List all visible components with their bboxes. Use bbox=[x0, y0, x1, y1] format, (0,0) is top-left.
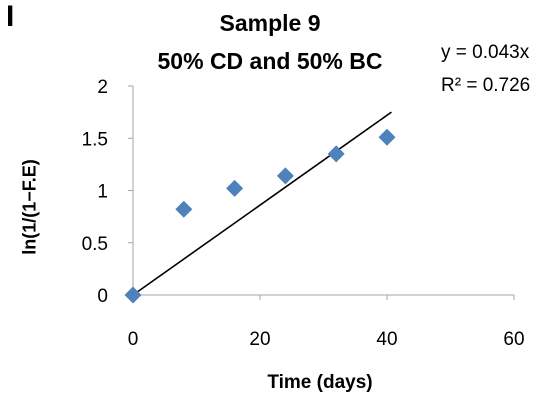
data-point bbox=[226, 179, 244, 197]
y-tick-label: 1 bbox=[97, 182, 108, 203]
panel-label: I bbox=[6, 0, 15, 33]
trendline-layer bbox=[132, 111, 392, 296]
y-tick-label: 0 bbox=[97, 286, 108, 307]
x-axis-label: Time (days) bbox=[267, 372, 373, 393]
trendline-equation: y = 0.043x bbox=[441, 42, 530, 63]
y-tick-label: 1.5 bbox=[82, 129, 108, 150]
chart-title: Sample 9 bbox=[219, 10, 321, 36]
x-tick-label: 20 bbox=[249, 329, 270, 350]
trendline bbox=[132, 111, 392, 296]
axes bbox=[128, 85, 515, 300]
y-tick-label: 2 bbox=[97, 77, 108, 98]
data-point bbox=[124, 286, 142, 304]
data-point bbox=[276, 167, 294, 185]
tick-labels: 00.511.520 20 40 60 bbox=[82, 77, 525, 350]
x-tick-label: 40 bbox=[376, 329, 397, 350]
data-points bbox=[124, 128, 396, 304]
y-tick-label: 0.5 bbox=[82, 234, 108, 255]
chart-subtitle: 50% CD and 50% BC bbox=[157, 48, 383, 74]
x-tick-label: 60 bbox=[503, 329, 524, 350]
data-point bbox=[327, 145, 345, 163]
x-tick-label: 0 bbox=[128, 329, 139, 350]
data-point bbox=[378, 128, 396, 146]
trendline-r-squared: R² = 0.726 bbox=[441, 75, 531, 96]
data-point bbox=[175, 200, 193, 218]
